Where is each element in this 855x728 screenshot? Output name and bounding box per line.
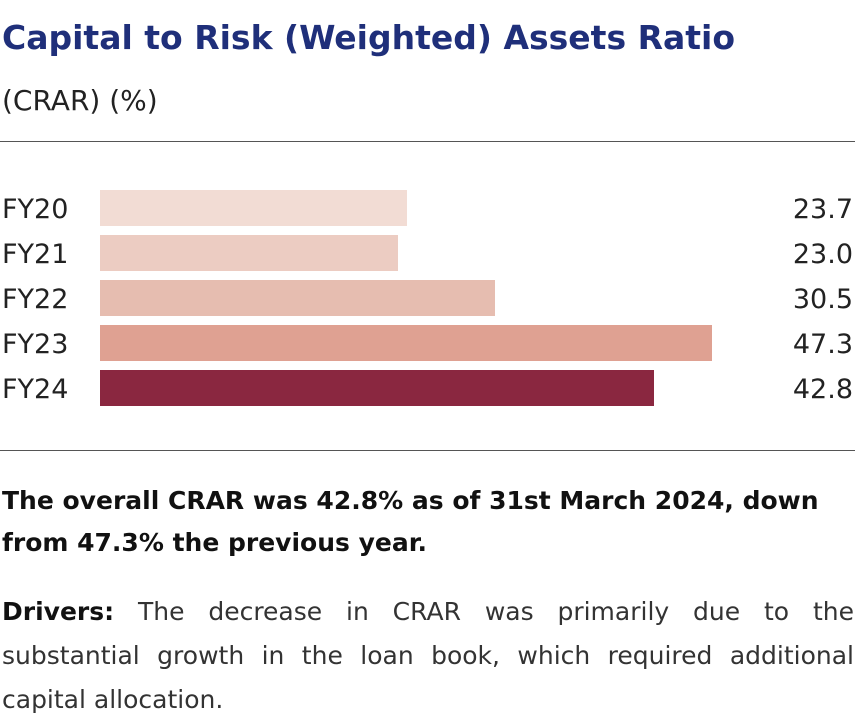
bottom-divider	[0, 450, 855, 451]
summary-text: The overall CRAR was 42.8% as of 31st Ma…	[2, 486, 819, 557]
bar-fy23	[100, 325, 712, 361]
top-divider	[0, 141, 855, 142]
chart-svg: FY20 23.7 FY21 23.0 FY22 30.5 FY23 47.3 FY24 42.8	[2, 190, 853, 406]
value-label-fy20: 23.7	[793, 194, 853, 225]
category-label-fy24: FY24	[2, 374, 68, 405]
drivers-paragraph: Drivers: The decrease in CRAR was primar…	[2, 590, 854, 722]
chart-subtitle: (CRAR) (%)	[2, 84, 158, 117]
bar-fy22	[100, 280, 495, 316]
category-label-fy23: FY23	[2, 329, 68, 360]
category-label-fy22: FY22	[2, 284, 68, 315]
value-label-fy22: 30.5	[793, 284, 853, 315]
drivers-label: Drivers:	[2, 597, 115, 626]
crar-bar-chart: FY20 23.7 FY21 23.0 FY22 30.5 FY23 47.3 FY24 42.8	[0, 190, 855, 440]
bar-fy20	[100, 190, 407, 226]
value-label-fy21: 23.0	[793, 239, 853, 270]
value-label-fy23: 47.3	[793, 329, 853, 360]
bar-fy24	[100, 370, 654, 406]
category-label-fy21: FY21	[2, 239, 68, 270]
bar-fy21	[100, 235, 398, 271]
page-title: Capital to Risk (Weighted) Assets Ratio	[2, 18, 736, 57]
drivers-text: The decrease in CRAR was primarily due t…	[2, 597, 854, 714]
value-label-fy24: 42.8	[793, 374, 853, 405]
category-label-fy20: FY20	[2, 194, 68, 225]
